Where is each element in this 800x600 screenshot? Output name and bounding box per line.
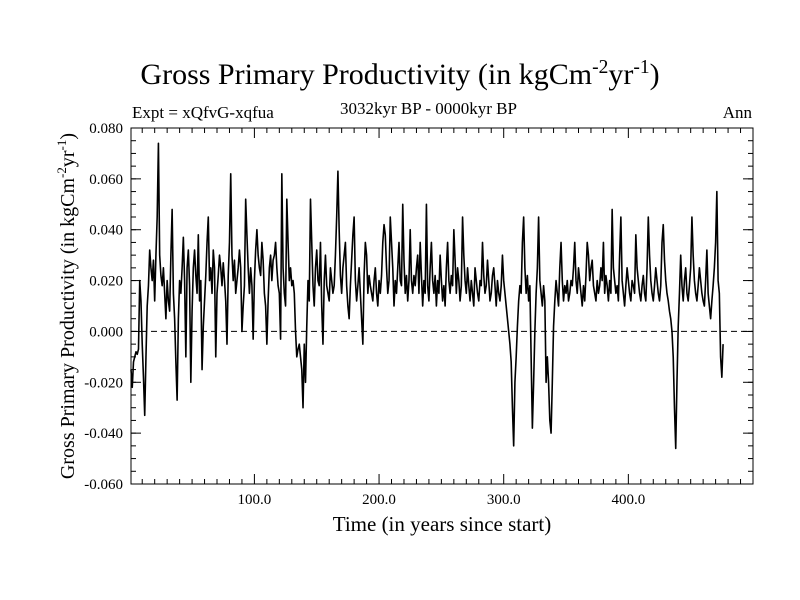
x-tick-label: 400.0 [611, 492, 645, 508]
y-tick-label: -0.060 [84, 477, 123, 493]
season-label: Ann [722, 103, 752, 122]
x-tick-label: 200.0 [362, 492, 396, 508]
y-tick-label: 0.060 [89, 172, 123, 188]
gpp-series-line [130, 142, 724, 450]
x-tick-label: 300.0 [487, 492, 521, 508]
experiment-label: Expt = xQfvG-xqfua [132, 103, 274, 122]
y-tick-label: -0.040 [84, 426, 123, 442]
plot-frame [130, 127, 754, 485]
x-axis-title: Time (in years since start) [332, 512, 552, 536]
y-tick-label: 0.000 [89, 324, 123, 340]
chart-title: Gross Primary Productivity (in kgCm-2yr-… [140, 57, 660, 91]
axis-ticks [131, 127, 753, 485]
y-tick-label: 0.040 [89, 223, 123, 239]
y-tick-label: 0.020 [89, 274, 123, 290]
x-tick-label: 100.0 [238, 492, 272, 508]
y-tick-label: -0.020 [84, 375, 123, 391]
y-axis-title: Gross Primary Productivity (in kgCm-2yr-… [54, 132, 79, 480]
period-label: 3032kyr BP - 0000kyr BP [340, 99, 517, 118]
y-tick-label: 0.080 [89, 121, 123, 137]
axis-tick-labels: -0.060 -0.040 -0.020 0.000 0.020 0.040 0.060 0.… [84, 121, 645, 508]
